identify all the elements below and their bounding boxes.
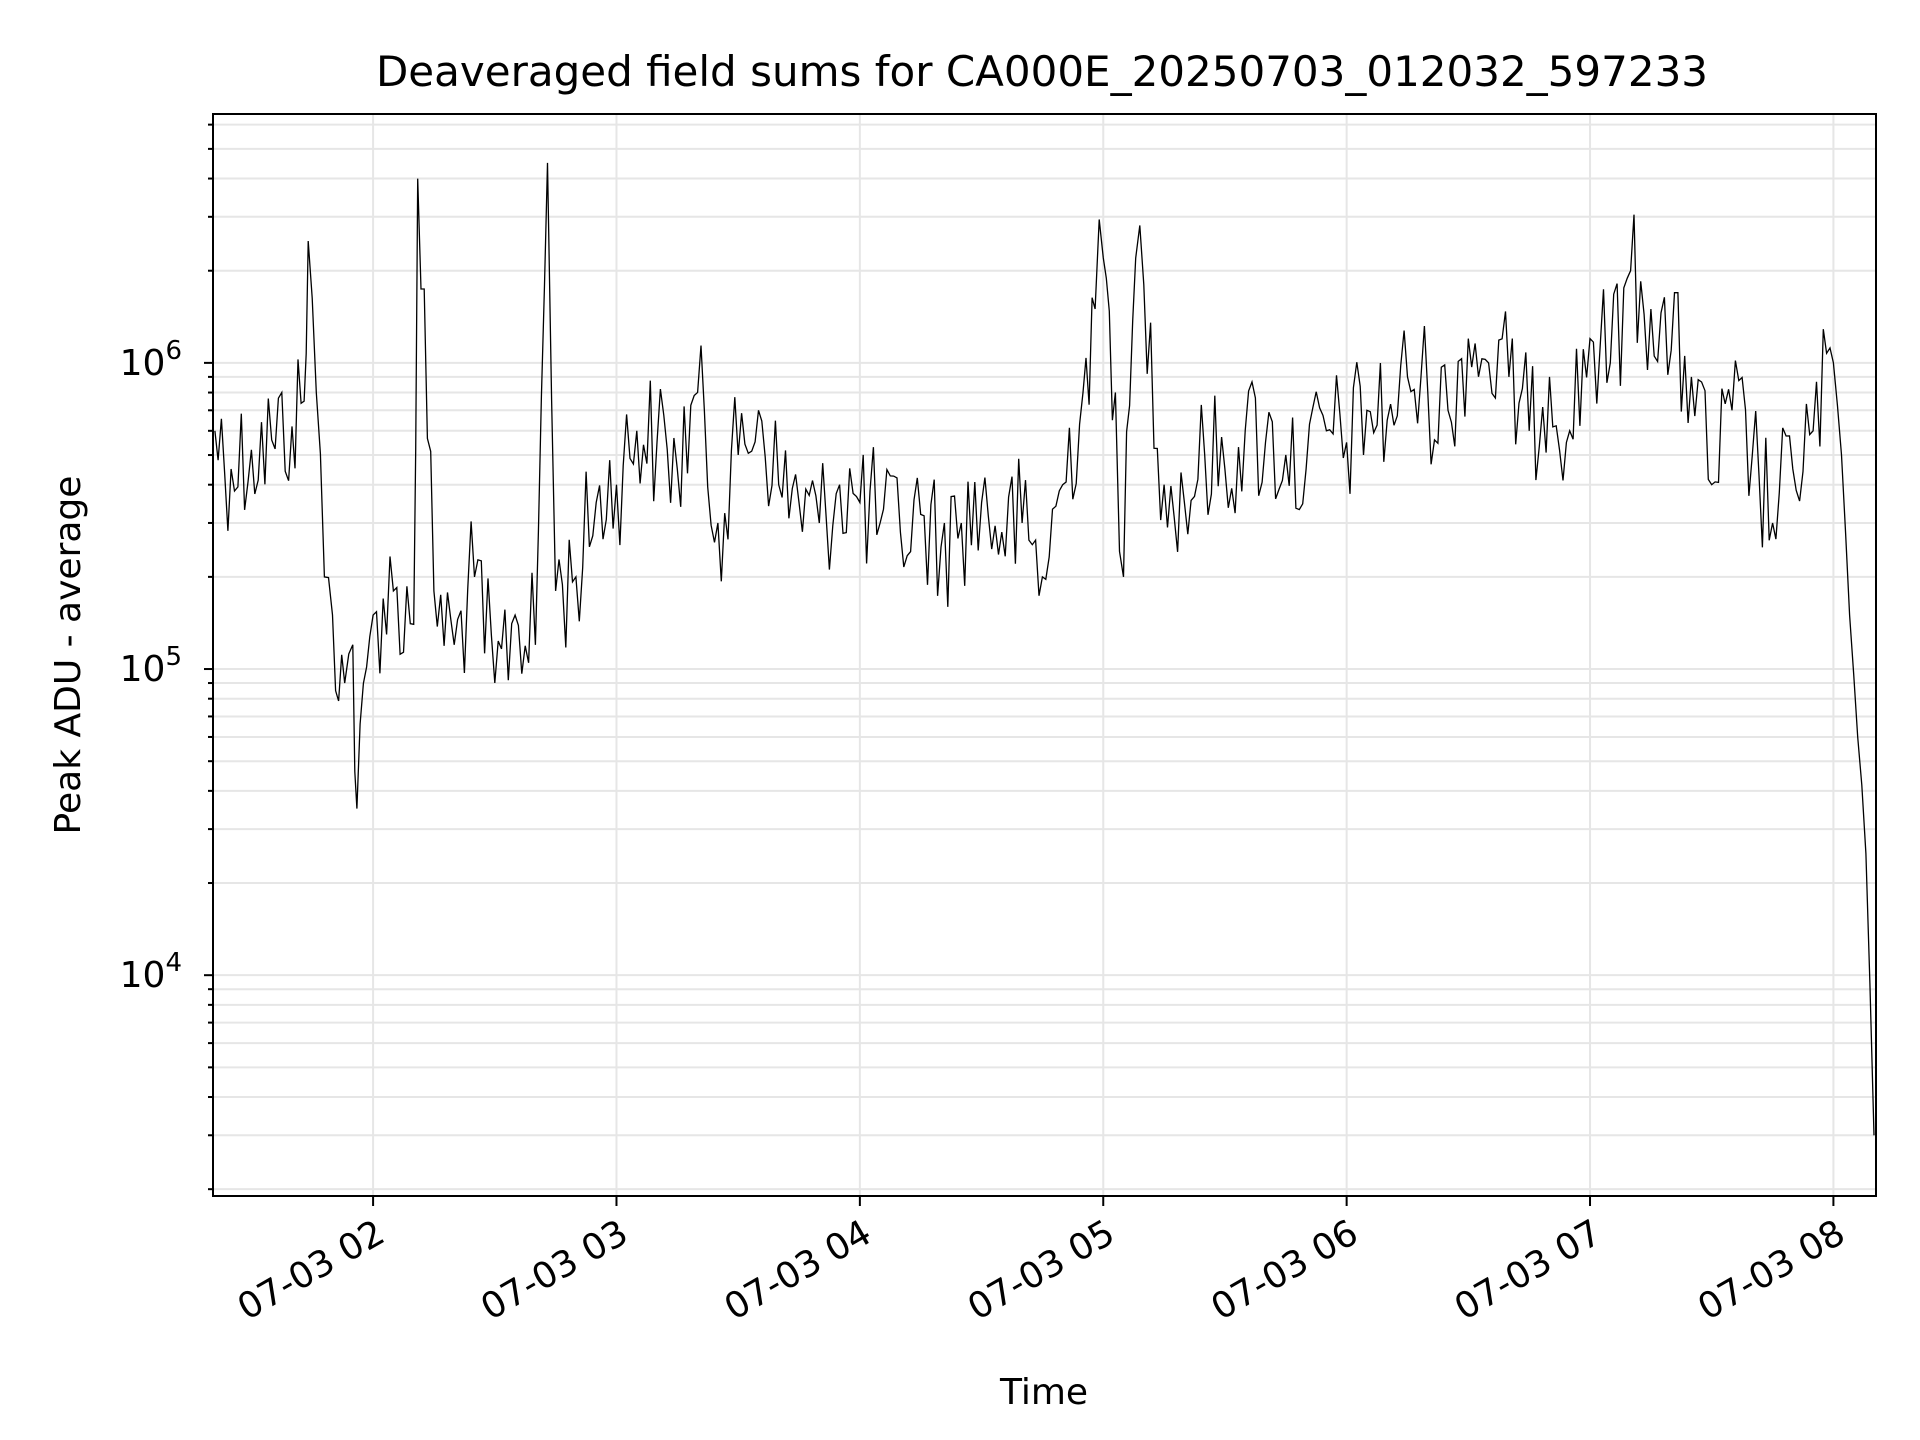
grid-lines <box>213 114 1876 1196</box>
x-axis-label: Time <box>999 1372 1088 1413</box>
y-tick-label: 105 <box>120 642 182 690</box>
y-axis-ticks: 104 105 106 <box>120 123 213 1191</box>
y-axis-label: Peak ADU - average <box>48 476 89 835</box>
series-layer <box>214 162 1875 1136</box>
y-tick-label: 106 <box>120 336 182 384</box>
series-line <box>214 162 1875 1136</box>
y-tick-label: 104 <box>120 948 182 996</box>
plot-frame <box>212 113 1877 1197</box>
chart-title: Deaveraged field sums for CA000E_2025070… <box>376 47 1708 96</box>
